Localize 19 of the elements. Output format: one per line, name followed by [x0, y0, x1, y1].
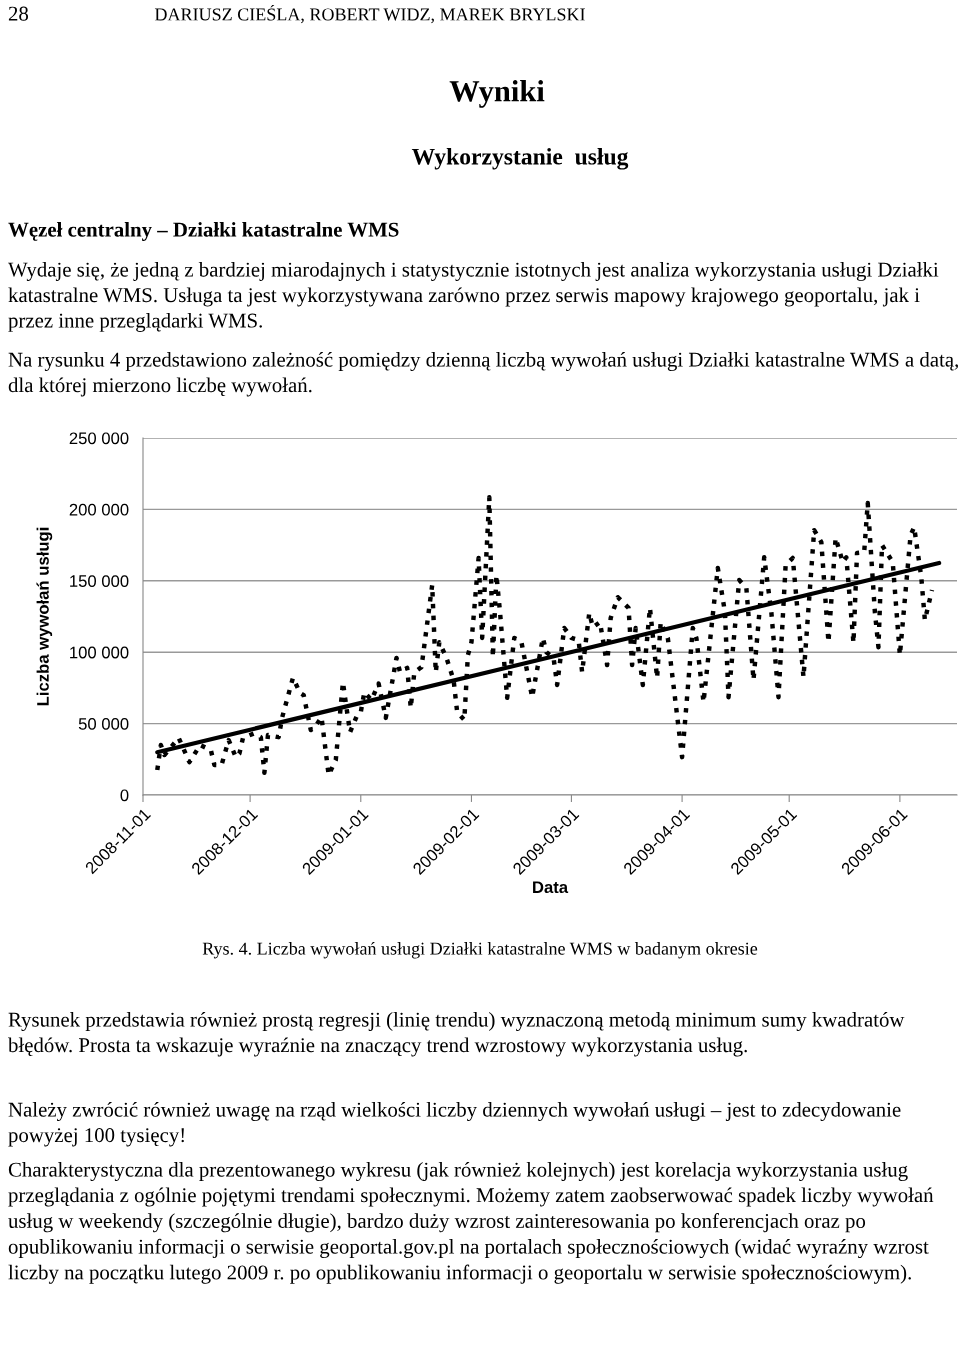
y-tick-label: 200 000: [69, 503, 129, 516]
chart-subtitle: Wykorzystanie usług: [411, 148, 629, 170]
y-tick-label: 0: [120, 789, 129, 802]
text: Węzeł centralny – Działki katastralne WMS: [8, 222, 399, 241]
text: Rysunek przedstawia również prostą regresji (linię trendu) wyznaczoną metodą minimum sumy kwadratów błędów. Prosta ta wskazuje wyraźnie na znaczący trend wzrostowy wykorzystania usług.: [8, 1012, 905, 1057]
text: Charakterystyczna dla prezentowanego wykresu (jak również kolejnych) jest korelacja wykorzystania usług przeglądania z ogólnie pojętymi trendami społecznymi. Możemy zatem zaobserwować spadek liczby wywołań usług w weekendy (szczególnie długie), bardzo duży wzrost zainteresowania po konferencjach oraz po opublikowaniu informacji o serwisie geoportal.gov.pl na portalach społecznościowych (widać wyraźny wzrost liczby na początku lutego 2009 r. po opublikowaniu informacji o geoportalu w serwisie społecznościowym).: [8, 1162, 934, 1284]
text: Rys. 4. Liczba wywołań usługi Działki katastralne WMS w badanym okresie: [202, 942, 758, 959]
y-tick-label: 50 000: [78, 718, 129, 730]
y-tick-label: 150 000: [70, 575, 129, 587]
text: Wydaje się, że jedną z bardziej miarodajnych i statystycznie istotnych jest analiza wykorzystania usługi Działki katastralne WMS. Usługa ta jest wykorzystywana zarówno przez serwis mapowy krajowego geoportalu, jak i przez inne przeglądarki WMS.: [8, 262, 939, 332]
text: DARIUSZ CIEŚLA, ROBERT WIDZ, MAREK BRYLSKI: [154, 4, 585, 24]
text: Na rysunku 4 przedstawiono zależność pomiędzy dzienną liczbą wywołań usługi Działki katastralne WMS a datą, dla której mierzono liczbę wywołań.: [8, 352, 958, 397]
y-tick-label: 250 000: [69, 432, 129, 445]
chart-title: Wyniki: [449, 80, 545, 108]
x-axis-title: Data: [533, 881, 569, 894]
y-tick-label: 100 000: [70, 646, 129, 659]
text: 28: [8, 6, 29, 21]
y-axis-title: Liczba wywołań usługi: [36, 527, 53, 706]
text: Należy zwrócić również uwagę na rząd wielkości liczby dziennych wywołań usługi – jest to zdecydowanie powyżej 100 tysięcy!: [8, 1102, 901, 1147]
